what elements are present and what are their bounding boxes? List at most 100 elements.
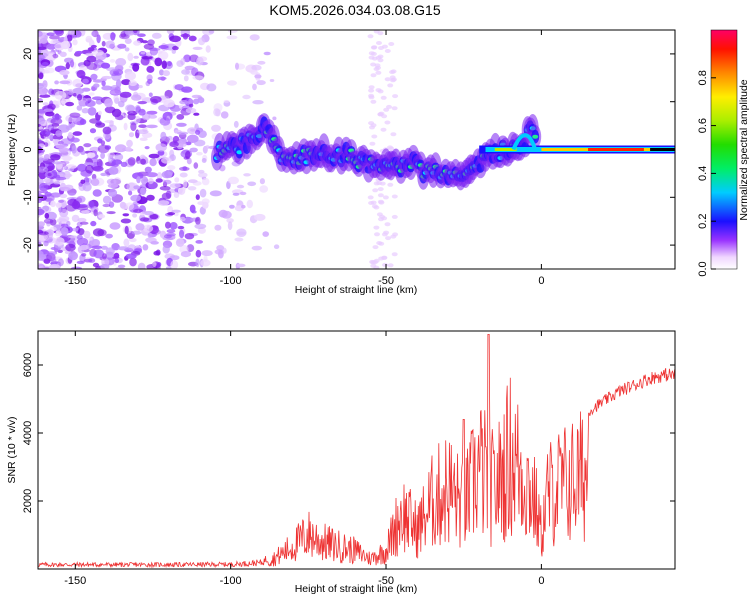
- y-tick-label: 2000: [22, 489, 34, 513]
- noise-speckle: [374, 232, 380, 237]
- noise-speckle: [220, 111, 229, 119]
- noise-speckle: [101, 80, 106, 87]
- noise-speckle: [192, 46, 203, 51]
- noise-speckle: [368, 88, 375, 93]
- noise-speckle: [143, 43, 155, 50]
- y-tick-label: 10: [22, 96, 34, 108]
- noise-speckle: [38, 126, 44, 130]
- noise-speckle: [161, 60, 167, 69]
- noise-speckle: [377, 89, 384, 94]
- noise-speckle: [90, 178, 100, 186]
- noise-speckle: [175, 238, 185, 247]
- noise-speckle: [370, 73, 377, 78]
- noise-speckle: [165, 190, 172, 199]
- noise-speckle: [251, 64, 262, 71]
- noise-speckle: [38, 221, 45, 227]
- noise-speckle: [387, 83, 394, 88]
- noise-speckle: [106, 67, 118, 72]
- noise-speckle: [91, 173, 97, 180]
- carrier-band-edge: [650, 148, 675, 151]
- noise-speckle: [146, 65, 155, 73]
- noise-speckle: [214, 224, 222, 231]
- snr-series-line: [38, 334, 675, 569]
- noise-speckle: [38, 54, 45, 60]
- noise-speckle: [50, 200, 56, 208]
- noise-speckle: [368, 93, 375, 98]
- noise-speckle: [110, 32, 116, 41]
- noise-speckle: [69, 60, 75, 68]
- noise-speckle: [86, 62, 98, 70]
- noise-speckle: [97, 110, 102, 116]
- noise-speckle: [377, 193, 384, 198]
- noise-speckle: [187, 127, 198, 135]
- noise-speckle: [169, 222, 178, 230]
- noise-speckle: [213, 108, 221, 117]
- noise-speckle: [65, 164, 77, 169]
- noise-speckle: [239, 191, 247, 196]
- noise-speckle: [93, 83, 100, 88]
- noise-speckle: [83, 182, 91, 186]
- noise-speckle: [374, 63, 381, 68]
- noise-speckle: [149, 47, 158, 56]
- noise-speckle: [85, 164, 94, 174]
- noise-speckle: [182, 166, 188, 171]
- noise-speckle: [38, 138, 42, 144]
- noise-speckle: [92, 49, 104, 56]
- noise-speckle: [46, 165, 54, 171]
- noise-speckle: [227, 176, 239, 185]
- noise-speckle: [147, 78, 153, 84]
- noise-speckle: [376, 212, 383, 217]
- noise-speckle: [58, 206, 63, 213]
- noise-speckle: [38, 72, 44, 80]
- noise-speckle: [227, 30, 238, 34]
- noise-speckle: [370, 123, 377, 128]
- noise-speckle: [196, 56, 204, 66]
- noise-speckle: [166, 229, 176, 234]
- noise-speckle: [242, 94, 251, 100]
- noise-speckle: [177, 225, 185, 230]
- noise-speckle: [42, 102, 49, 106]
- noise-speckle: [373, 225, 380, 230]
- y-tick-label: 4000: [22, 421, 34, 445]
- noise-speckle: [55, 176, 67, 181]
- noise-speckle: [52, 53, 59, 59]
- noise-speckle: [371, 204, 378, 209]
- noise-speckle: [67, 132, 73, 139]
- chart-title: KOM5.2026.034.03.08.G15: [269, 2, 441, 18]
- noise-speckle: [60, 227, 69, 236]
- colorbar-tick-label: 0.6: [697, 118, 709, 133]
- noise-speckle: [71, 214, 80, 223]
- noise-speckle: [41, 157, 49, 161]
- noise-speckle: [171, 209, 181, 213]
- noise-speckle: [377, 31, 384, 36]
- noise-speckle: [133, 185, 141, 190]
- noise-speckle: [129, 257, 137, 267]
- noise-speckle: [38, 143, 45, 147]
- noise-speckle: [38, 46, 47, 50]
- noise-speckle: [378, 111, 385, 116]
- noise-speckle: [52, 114, 62, 120]
- noise-speckle: [194, 223, 207, 229]
- noise-speckle: [377, 54, 384, 59]
- noise-speckle: [90, 238, 100, 248]
- noise-speckle: [72, 93, 77, 97]
- noise-speckle: [72, 87, 84, 95]
- noise-speckle: [117, 43, 127, 49]
- noise-speckle: [227, 80, 237, 86]
- noise-speckle: [53, 237, 65, 246]
- noise-speckle: [226, 218, 234, 223]
- noise-speckle: [88, 258, 96, 263]
- noise-speckle: [184, 233, 195, 240]
- noise-speckle: [371, 45, 378, 50]
- noise-speckle: [252, 83, 257, 91]
- noise-speckle: [153, 250, 160, 256]
- noise-speckle: [376, 41, 382, 45]
- noise-speckle: [384, 77, 391, 82]
- noise-speckle: [257, 60, 266, 65]
- noise-speckle: [55, 100, 66, 106]
- noise-speckle: [50, 257, 57, 264]
- noise-speckle: [147, 232, 153, 238]
- noise-speckle: [128, 237, 137, 243]
- noise-speckle: [146, 172, 158, 178]
- noise-speckle: [236, 263, 246, 268]
